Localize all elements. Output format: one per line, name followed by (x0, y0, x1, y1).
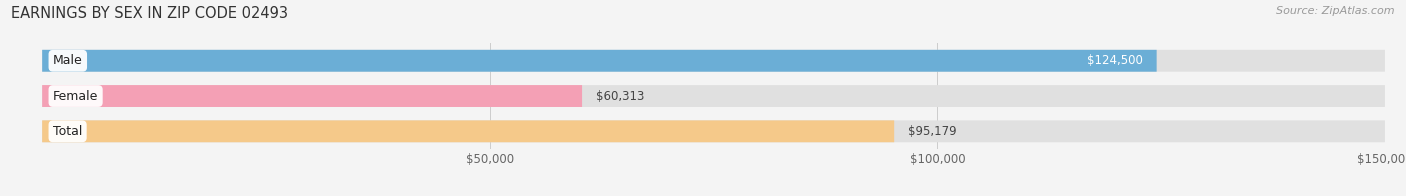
Text: Female: Female (53, 90, 98, 103)
Text: EARNINGS BY SEX IN ZIP CODE 02493: EARNINGS BY SEX IN ZIP CODE 02493 (11, 6, 288, 21)
FancyBboxPatch shape (42, 85, 582, 107)
FancyBboxPatch shape (42, 85, 1385, 107)
Text: Total: Total (53, 125, 83, 138)
Text: $60,313: $60,313 (596, 90, 644, 103)
FancyBboxPatch shape (42, 120, 894, 142)
FancyBboxPatch shape (42, 120, 1385, 142)
Text: Source: ZipAtlas.com: Source: ZipAtlas.com (1277, 6, 1395, 16)
Text: Male: Male (53, 54, 83, 67)
Text: $124,500: $124,500 (1087, 54, 1143, 67)
FancyBboxPatch shape (42, 50, 1157, 72)
FancyBboxPatch shape (42, 50, 1385, 72)
Text: $95,179: $95,179 (908, 125, 956, 138)
